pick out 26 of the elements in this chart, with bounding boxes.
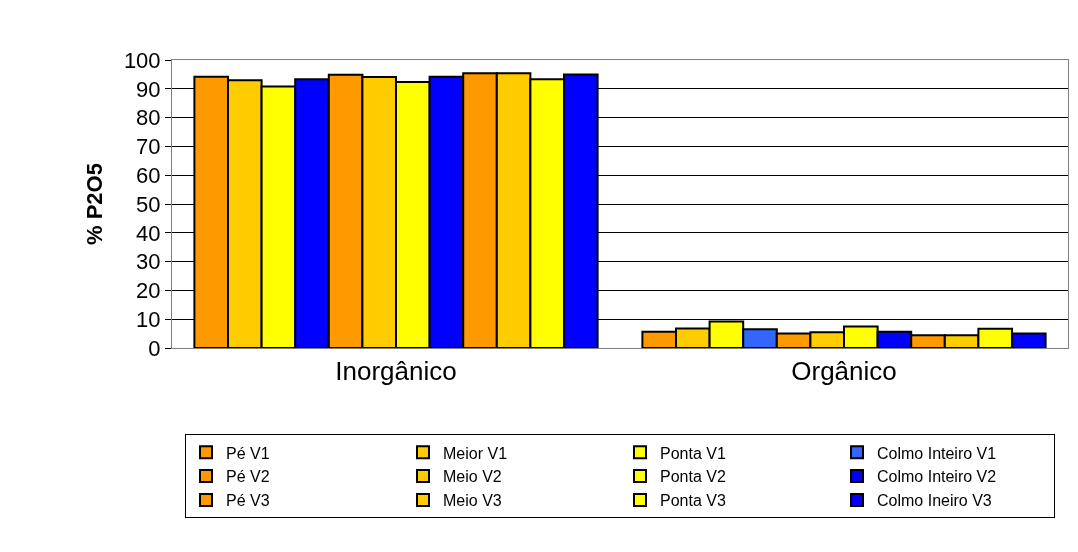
y-tick-label: 50 bbox=[136, 191, 161, 217]
legend-label: Colmo Ineiro V3 bbox=[877, 492, 992, 510]
y-tick-label: 70 bbox=[136, 134, 161, 160]
legend-label: Colmo Inteiro V1 bbox=[877, 444, 997, 462]
legend-label: Pé V1 bbox=[226, 444, 270, 462]
legend-label: Meio V2 bbox=[443, 468, 502, 486]
y-tick-label: 30 bbox=[136, 249, 161, 275]
y-tick-label: 60 bbox=[136, 162, 161, 188]
legend-label: Ponta V1 bbox=[660, 444, 726, 462]
x-tick-label: Orgânico bbox=[791, 356, 897, 387]
x-tick-label: Inorgânico bbox=[335, 356, 457, 387]
y-tick-label: 20 bbox=[136, 278, 161, 304]
legend-label: Meio V3 bbox=[443, 492, 502, 510]
y-axis-title: % P2O5 bbox=[81, 163, 107, 245]
y-tick-label: 10 bbox=[136, 306, 161, 332]
legend-label: Pé V2 bbox=[226, 468, 270, 486]
legend-label: Pé V3 bbox=[226, 492, 270, 510]
y-tick-label: 40 bbox=[136, 220, 161, 246]
legend-label: Colmo Inteiro V2 bbox=[877, 468, 997, 486]
y-tick-label: 100 bbox=[123, 47, 161, 73]
legend-label: Ponta V3 bbox=[660, 492, 726, 510]
legend-label: Ponta V2 bbox=[660, 468, 726, 486]
y-tick-label: 0 bbox=[148, 335, 161, 361]
y-tick-label: 80 bbox=[136, 105, 161, 131]
y-tick-label: 90 bbox=[136, 76, 161, 102]
legend-label: Meior V1 bbox=[443, 444, 508, 462]
